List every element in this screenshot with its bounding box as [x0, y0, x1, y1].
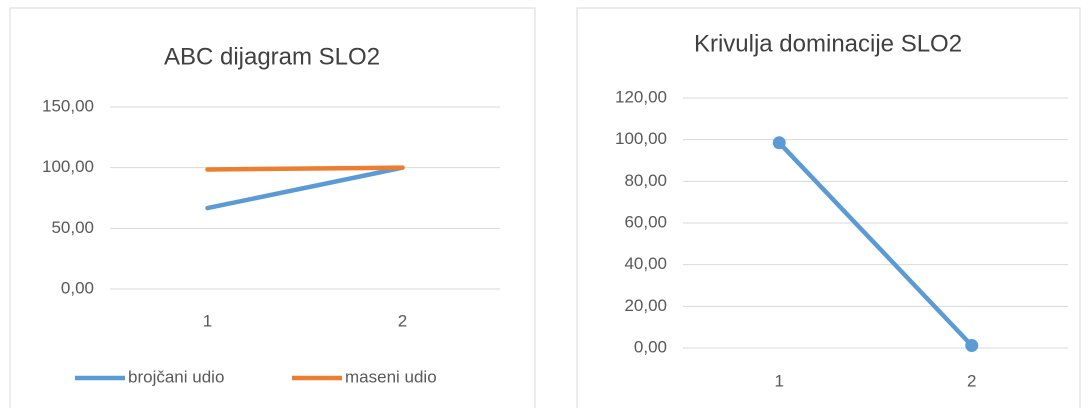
y-tick-label: 40,00: [624, 254, 667, 273]
y-tick-label: 60,00: [624, 212, 667, 231]
point: [965, 339, 979, 352]
series-line: [205, 165, 405, 172]
chart-title: ABC dijagram SLO2: [164, 43, 380, 70]
legend-label: brojčani udio: [128, 367, 224, 386]
y-tick-label: 0,00: [61, 278, 94, 297]
y-tick-label: 20,00: [624, 296, 667, 315]
x-tick-label: 2: [967, 371, 976, 390]
series-line: [205, 165, 405, 211]
series-line: [777, 140, 974, 348]
y-tick-label: 80,00: [624, 171, 667, 190]
chart-frame: [9, 7, 536, 408]
y-tick-label: 150,00: [42, 96, 94, 115]
y-tick-label: 120,00: [615, 87, 667, 106]
x-tick-label: 1: [203, 311, 212, 330]
x-tick-label: 2: [398, 311, 407, 330]
point: [772, 136, 786, 150]
chart-title: Krivulja dominacije SLO2: [694, 30, 962, 57]
x-tick-label: 1: [775, 371, 784, 390]
chart-frame: [576, 7, 1081, 408]
legend-label: maseni udio: [345, 367, 437, 386]
y-tick-label: 100,00: [615, 129, 667, 148]
y-tick-label: 50,00: [51, 218, 94, 237]
y-tick-label: 100,00: [42, 157, 94, 176]
y-tick-label: 0,00: [634, 337, 667, 356]
